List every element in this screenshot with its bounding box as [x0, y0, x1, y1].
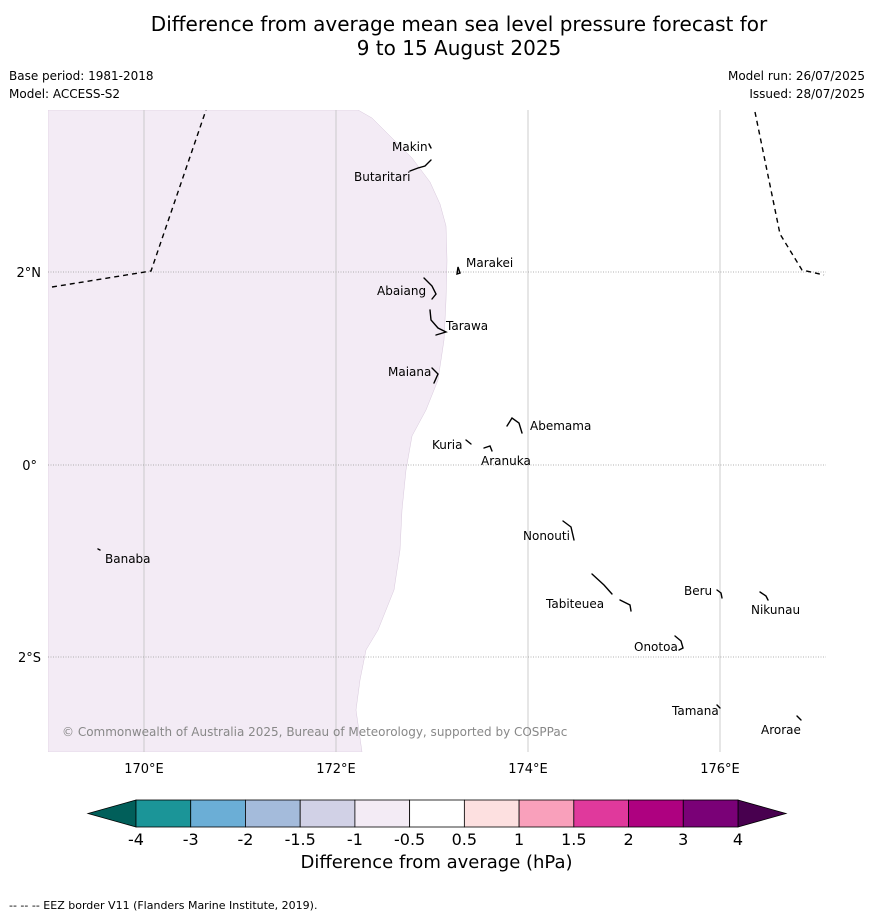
- place-labels: Makin Butaritari Marakei Abaiang Tarawa …: [105, 140, 801, 737]
- island-tabiteuea: [591, 573, 632, 612]
- issued-date: Issued: 28/07/2025: [749, 87, 865, 101]
- meta-right: Model run: 26/07/2025 Issued: 28/07/2025: [728, 67, 865, 103]
- colorbar-swatch: [190, 799, 246, 828]
- label-tarawa: Tarawa: [445, 319, 488, 333]
- label-marakei: Marakei: [466, 256, 513, 270]
- island-marakei: [456, 266, 461, 276]
- islands: [97, 143, 802, 721]
- anomaly-fill: [48, 110, 448, 752]
- meta-left: Base period: 1981-2018 Model: ACCESS-S2: [9, 67, 154, 103]
- lon-tick-174: 174°E: [508, 762, 548, 777]
- label-onotoa: Onotoa: [634, 640, 678, 654]
- colorbar-swatch: [354, 799, 411, 828]
- title-line-1: Difference from average mean sea level p…: [150, 12, 768, 36]
- colorbar-tick-label: -2: [237, 830, 253, 849]
- lon-tick-labels: 170°E 172°E 174°E 176°E: [124, 762, 740, 777]
- label-nonouti: Nonouti: [523, 529, 570, 543]
- colorbar-tick-label: 4: [733, 830, 743, 849]
- anomaly-region: [48, 110, 448, 752]
- lon-tick-172: 172°E: [316, 762, 356, 777]
- colorbar-tick-label: 3: [678, 830, 688, 849]
- colorbar-tick-label: 0.5: [452, 830, 477, 849]
- label-aranuka: Aranuka: [481, 454, 531, 468]
- lat-tick-labels: 2°N 0° 2°S: [17, 266, 42, 666]
- colorbar-swatch: [409, 799, 465, 828]
- island-beru: [716, 589, 723, 599]
- colorbar-tick-label: -4: [128, 830, 144, 849]
- label-nikunau: Nikunau: [751, 603, 800, 617]
- colorbar-extend-high: [737, 799, 788, 828]
- label-tabiteuea: Tabiteuea: [545, 597, 604, 611]
- island-kuria: [465, 439, 472, 445]
- latitude-lines: [48, 271, 826, 658]
- colorbar-tick-label: 1.5: [561, 830, 586, 849]
- colorbar-extend-low: [86, 799, 137, 828]
- colorbar-swatch: [463, 799, 520, 828]
- colorbar-tick-label: -0.5: [394, 830, 425, 849]
- colorbar-label: Difference from average (hPa): [300, 852, 573, 873]
- island-arorae: [796, 715, 802, 721]
- colorbar-tick-label: -1.5: [285, 830, 316, 849]
- label-banaba: Banaba: [105, 552, 151, 566]
- colorbar-swatch: [299, 799, 356, 828]
- label-butaritari: Butaritari: [354, 170, 411, 184]
- island-banaba: [97, 548, 101, 551]
- eez-border-east: [754, 111, 825, 276]
- eez-borders: [51, 110, 825, 288]
- island-maiana: [431, 367, 439, 384]
- colorbar-tick-label: -3: [183, 830, 199, 849]
- model-name: Model: ACCESS-S2: [9, 87, 121, 101]
- island-nikunau: [759, 591, 769, 601]
- label-abemama: Abemama: [530, 419, 591, 433]
- colorbar-swatch: [135, 799, 192, 828]
- island-butaritari: [409, 159, 432, 172]
- island-abaiang: [423, 277, 437, 300]
- colorbar-tick-label: 2: [623, 830, 633, 849]
- island-onotoa: [674, 635, 684, 651]
- lat-tick-2n: 2°N: [17, 266, 42, 281]
- island-aranuka: [483, 445, 493, 452]
- map-title: Difference from average mean sea level p…: [0, 12, 873, 60]
- island-abemama: [506, 416, 523, 434]
- lon-tick-170: 170°E: [124, 762, 164, 777]
- model-run: Model run: 26/07/2025: [727, 69, 865, 83]
- colorbar-swatch: [518, 799, 575, 828]
- colorbar-swatch: [682, 799, 739, 828]
- colorbar-tick-label: -1: [347, 830, 363, 849]
- lat-tick-0: 0°: [22, 459, 37, 474]
- graticule: [143, 110, 721, 752]
- colorbar-swatch: [573, 799, 629, 828]
- colorbar-tick-label: 1: [514, 830, 524, 849]
- eez-footnote: -- -- -- EEZ border V11 (Flanders Marine…: [9, 899, 318, 912]
- colorbar: -4 -3 -2 -1.5 -1 -0.5 0.5 1 1.5 2 3 4: [86, 799, 788, 849]
- copyright-notice: © Commonwealth of Australia 2025, Bureau…: [62, 725, 567, 739]
- eez-border-west: [51, 110, 207, 288]
- lon-tick-176: 176°E: [700, 762, 740, 777]
- colorbar-swatch: [628, 799, 684, 828]
- colorbar-swatch: [245, 799, 301, 828]
- label-maiana: Maiana: [388, 365, 431, 379]
- island-tarawa: [429, 309, 448, 336]
- island-tamana: [716, 704, 721, 709]
- label-tamana: Tamana: [671, 704, 719, 718]
- title-line-2: 9 to 15 August 2025: [356, 36, 562, 60]
- island-nonouti: [562, 520, 575, 541]
- label-arorae: Arorae: [761, 723, 801, 737]
- label-beru: Beru: [684, 584, 712, 598]
- base-period: Base period: 1981-2018: [9, 69, 154, 83]
- label-kuria: Kuria: [432, 438, 463, 452]
- label-abaiang: Abaiang: [377, 284, 426, 298]
- lat-tick-2s: 2°S: [18, 651, 41, 666]
- label-makin: Makin: [392, 140, 428, 154]
- island-makin: [428, 143, 432, 149]
